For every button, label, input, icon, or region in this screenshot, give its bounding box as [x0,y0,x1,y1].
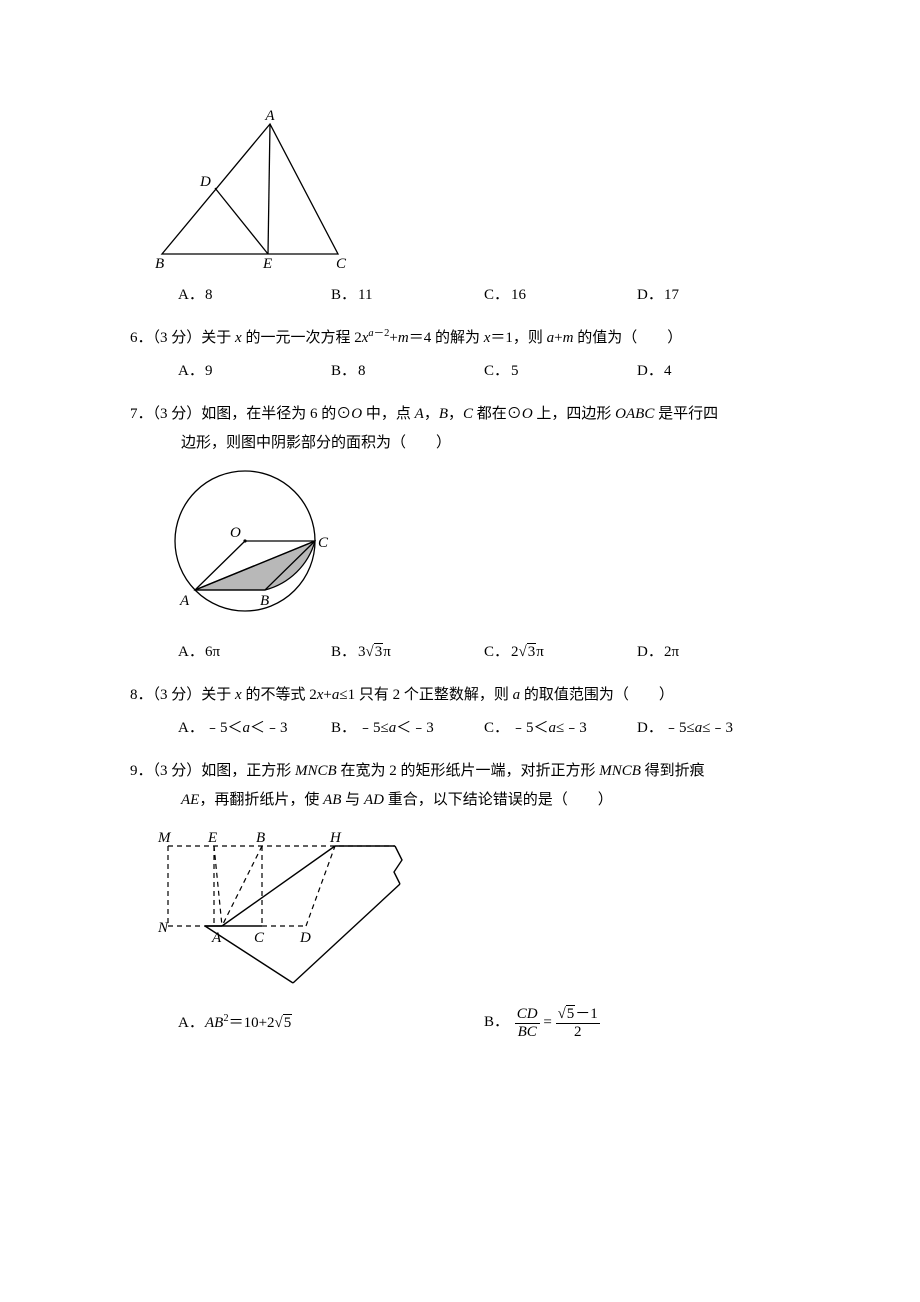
label-D: D [299,930,311,946]
q8-options: A．﹣5＜a＜﹣3 B．﹣5≤a＜﹣3 C．﹣5＜a≤﹣3 D．﹣5≤a≤﹣3 [130,715,790,742]
q9: 9．（3 分）如图，正方形 MNCB 在宽为 2 的矩形纸片一端，对折正方形 M… [130,758,790,1040]
label-E: E [207,830,217,846]
q7-option-a[interactable]: A．6π [178,639,331,666]
q6-option-b[interactable]: B．8 [331,358,484,385]
label-N: N [157,920,169,936]
label-M: M [157,830,172,846]
q7: 7．（3 分）如图，在半径为 6 的⊙O 中，点 A，B，C 都在⊙O 上，四边… [130,401,790,666]
q8-stem: 8．（3 分）关于 x 的不等式 2x+a≤1 只有 2 个正整数解，则 a 的… [130,682,790,709]
label-B: B [155,256,164,272]
q7-stem-line2: 边形，则图中阴影部分的面积为（ ） [130,430,790,457]
label-E: E [262,256,272,272]
q8: 8．（3 分）关于 x 的不等式 2x+a≤1 只有 2 个正整数解，则 a 的… [130,682,790,742]
q7-option-c[interactable]: C．2√3π [484,639,637,666]
q9-stem-line2: AE，再翻折纸片，使 AB 与 AD 重合，以下结论错误的是（ ） [130,787,790,814]
q9-options: A．AB2＝10+2√5 B． CDBC = √5－12 [130,1006,790,1040]
q6-option-d[interactable]: D．4 [637,358,790,385]
triangle-figure: A B C E D [150,106,350,276]
label-B: B [260,593,269,609]
label-A: A [179,593,190,609]
fold-figure: M E B H N A C D [150,820,410,1000]
q5-options: A．8 B．11 C．16 D．17 [130,282,790,309]
q9-stem-line1: 9．（3 分）如图，正方形 MNCB 在宽为 2 的矩形纸片一端，对折正方形 M… [130,758,790,785]
q5-option-c[interactable]: C．16 [484,282,637,309]
q7-stem-line1: 7．（3 分）如图，在半径为 6 的⊙O 中，点 A，B，C 都在⊙O 上，四边… [130,401,790,428]
q8-option-b[interactable]: B．﹣5≤a＜﹣3 [331,715,484,742]
q6-options: A．9 B．8 C．5 D．4 [130,358,790,385]
label-D: D [199,174,211,190]
label-B: B [256,830,265,846]
q7-options: A．6π B．3√3π C．2√3π D．2π [130,639,790,666]
q7-figure: O C A B [150,463,790,633]
q5-option-a[interactable]: A．8 [178,282,331,309]
q6-stem: 6．（3 分）关于 x 的一元一次方程 2xa－2+m＝4 的解为 x＝1，则 … [130,325,790,352]
q5-option-d[interactable]: D．17 [637,282,790,309]
q6-option-a[interactable]: A．9 [178,358,331,385]
label-A: A [264,108,275,124]
q9-option-b[interactable]: B． CDBC = √5－12 [484,1006,790,1040]
q9-option-a[interactable]: A．AB2＝10+2√5 [178,1010,484,1037]
label-A: A [211,930,222,946]
q9-figure: M E B H N A C D [150,820,790,1000]
label-O: O [230,525,241,541]
label-C: C [254,930,265,946]
q6-option-c[interactable]: C．5 [484,358,637,385]
q8-option-d[interactable]: D．﹣5≤a≤﹣3 [637,715,790,742]
q8-option-c[interactable]: C．﹣5＜a≤﹣3 [484,715,637,742]
label-H: H [329,830,342,846]
q6: 6．（3 分）关于 x 的一元一次方程 2xa－2+m＝4 的解为 x＝1，则 … [130,325,790,385]
q7-option-b[interactable]: B．3√3π [331,639,484,666]
q5-figure: A B C E D [150,106,790,276]
label-C: C [336,256,347,272]
label-C: C [318,535,329,551]
q5-option-b[interactable]: B．11 [331,282,484,309]
q7-option-d[interactable]: D．2π [637,639,790,666]
circle-figure: O C A B [150,463,340,633]
q8-option-a[interactable]: A．﹣5＜a＜﹣3 [178,715,331,742]
